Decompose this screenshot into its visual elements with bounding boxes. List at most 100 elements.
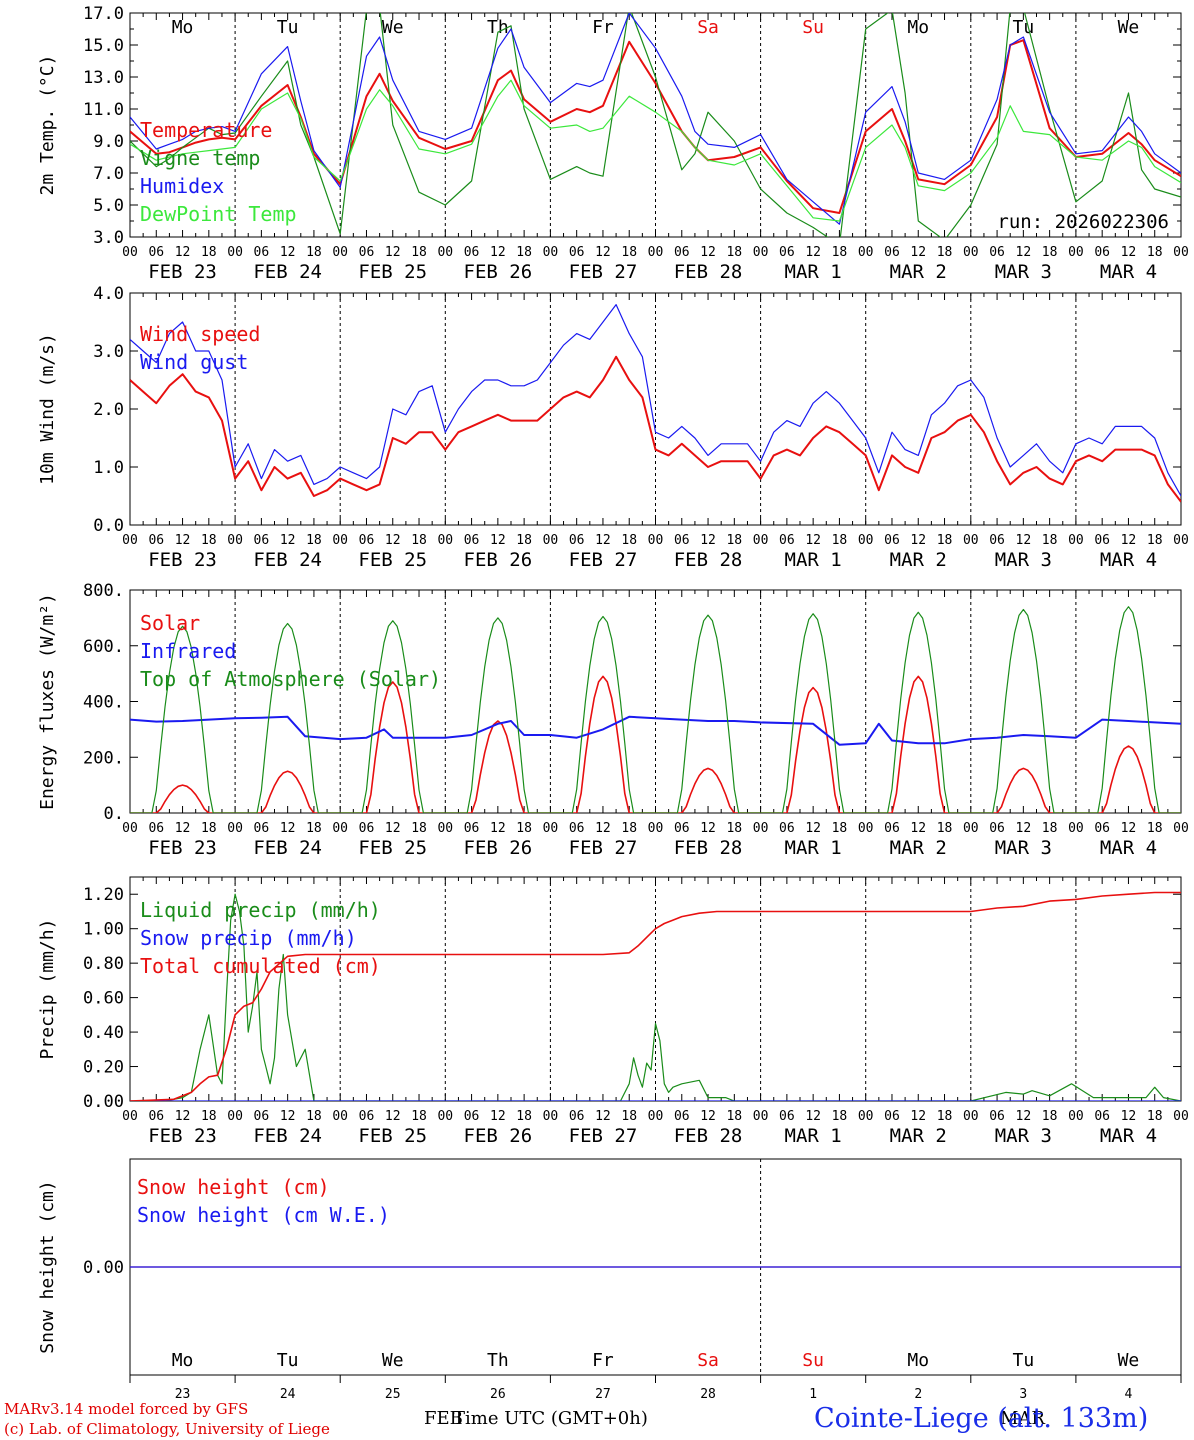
x-hour-label: 18 bbox=[201, 245, 217, 260]
x-hour-label: 18 bbox=[726, 1109, 742, 1124]
weekday-label: We bbox=[382, 17, 404, 38]
x-date-label: FEB 25 bbox=[358, 837, 427, 859]
x-hour-label: 12 bbox=[280, 245, 296, 260]
run-label: run: 2026022306 bbox=[997, 211, 1169, 233]
x-hour-label: 06 bbox=[884, 533, 900, 548]
weekday-label: Tu bbox=[277, 17, 299, 38]
x-hour-label: 18 bbox=[306, 821, 322, 836]
panel-temperature: 17.0 15.0 13.0 11.0 9.0 7.0 5.0 3.0 2m Temp. (°C… bbox=[37, 4, 1189, 283]
y-tick-label: 11.0 bbox=[83, 100, 124, 120]
x-hour-label: 00 bbox=[963, 245, 979, 260]
x-date-label: MAR 3 bbox=[995, 261, 1052, 283]
x-hour-label: 18 bbox=[411, 533, 427, 548]
x-date-label: MAR 4 bbox=[1100, 261, 1157, 283]
x-date-label: FEB 26 bbox=[464, 549, 533, 571]
x-hour-label: 06 bbox=[359, 1109, 375, 1124]
x-date-label: FEB 23 bbox=[148, 837, 217, 859]
x-hour-label: 00 bbox=[122, 245, 138, 260]
x-hour-label: 06 bbox=[989, 821, 1005, 836]
x-hour-label: 12 bbox=[1016, 533, 1032, 548]
x-hour-label: 00 bbox=[227, 245, 243, 260]
weekday-label: Fr bbox=[592, 17, 614, 38]
x-hour-label: 06 bbox=[569, 533, 585, 548]
x-hour-label: 06 bbox=[1094, 821, 1110, 836]
weekday-label: Sa bbox=[697, 1350, 719, 1371]
x-date-label: FEB 24 bbox=[253, 549, 322, 571]
weekday-label: Su bbox=[802, 1350, 824, 1371]
x-hour-label: 18 bbox=[1147, 821, 1163, 836]
x-hour-label: 18 bbox=[516, 821, 532, 836]
x-hour-label: 12 bbox=[805, 245, 821, 260]
series-group bbox=[130, 13, 1181, 237]
x-hour-label: 06 bbox=[464, 245, 480, 260]
y-tick-label: 200. bbox=[83, 748, 124, 768]
x-date-label: MAR 2 bbox=[890, 261, 947, 283]
x-hour-label: 00 bbox=[1068, 533, 1084, 548]
x-hour-label: 00 bbox=[753, 1109, 769, 1124]
x-hour-label: 06 bbox=[1094, 245, 1110, 260]
x-hour-label: 18 bbox=[1147, 533, 1163, 548]
x-hour-label: 00 bbox=[332, 245, 348, 260]
weekday-label: Tu bbox=[1013, 1350, 1035, 1371]
day-number-label: 2 bbox=[914, 1387, 922, 1402]
day-number-label: 24 bbox=[280, 1387, 296, 1402]
x-hour-label: 18 bbox=[201, 533, 217, 548]
y-tick-label: 3.0 bbox=[93, 228, 124, 248]
series-infrared bbox=[130, 715, 1181, 746]
legend-item: Humidex bbox=[140, 174, 224, 198]
x-date-label: FEB 28 bbox=[674, 1125, 743, 1147]
x-date-label: MAR 4 bbox=[1100, 1125, 1157, 1147]
x-hour-label: 00 bbox=[437, 821, 453, 836]
weekday-label: Mo bbox=[172, 1350, 194, 1371]
x-hour-label: 00 bbox=[122, 1109, 138, 1124]
x-date-label: MAR 3 bbox=[995, 549, 1052, 571]
y-tick-label: 1.00 bbox=[83, 920, 124, 940]
day-number-label: 4 bbox=[1125, 1387, 1133, 1402]
x-hour-label: 12 bbox=[1121, 533, 1137, 548]
x-hour-label: 00 bbox=[858, 1109, 874, 1124]
month-label-feb: FEB bbox=[424, 1408, 463, 1429]
x-hour-label: 00 bbox=[1173, 533, 1189, 548]
x-hour-label: 06 bbox=[779, 821, 795, 836]
x-hour-label: 06 bbox=[464, 1109, 480, 1124]
x-hour-label: 06 bbox=[779, 1109, 795, 1124]
x-hour-label: 06 bbox=[254, 1109, 270, 1124]
y-axis-label: Snow height (cm) bbox=[37, 1180, 58, 1353]
x-hour-label: 18 bbox=[726, 533, 742, 548]
x-date-label: FEB 28 bbox=[674, 549, 743, 571]
x-hour-label: 00 bbox=[858, 533, 874, 548]
x-hour-label: 00 bbox=[437, 533, 453, 548]
x-hour-label: 12 bbox=[490, 1109, 506, 1124]
x-hour-label: 06 bbox=[884, 245, 900, 260]
x-hour-label: 06 bbox=[569, 821, 585, 836]
legend-item: Wind gust bbox=[140, 350, 248, 374]
x-hour-label: 06 bbox=[148, 821, 164, 836]
x-hour-label: 00 bbox=[753, 821, 769, 836]
x-hour-label: 12 bbox=[175, 821, 191, 836]
weekday-label: Th bbox=[487, 17, 509, 38]
x-hour-label: 06 bbox=[884, 1109, 900, 1124]
legend-item: Liquid precip (mm/h) bbox=[140, 898, 381, 922]
y-axis-label: Energy fluxes (W/m²) bbox=[37, 593, 58, 810]
series-humidex bbox=[130, 13, 1181, 225]
x-hour-label: 18 bbox=[1147, 245, 1163, 260]
x-hour-label: 06 bbox=[148, 1109, 164, 1124]
weekday-label: Th bbox=[487, 1350, 509, 1371]
series-group bbox=[130, 891, 1181, 1101]
x-date-label: FEB 26 bbox=[464, 1125, 533, 1147]
model-credit: MARv3.14 model forced by GFS bbox=[4, 1400, 249, 1418]
x-hour-label: 12 bbox=[910, 1109, 926, 1124]
y-tick-label: 3.0 bbox=[93, 342, 124, 362]
y-tick-label: 13.0 bbox=[83, 68, 124, 88]
x-hour-label: 00 bbox=[543, 533, 559, 548]
x-hour-label: 00 bbox=[543, 245, 559, 260]
legend-item: Temperature bbox=[140, 118, 272, 142]
weekday-label: Fr bbox=[592, 1350, 614, 1371]
x-date-label: MAR 1 bbox=[785, 261, 842, 283]
x-hour-label: 06 bbox=[464, 821, 480, 836]
x-date-label: FEB 25 bbox=[358, 1125, 427, 1147]
y-tick-label: 0.60 bbox=[83, 989, 124, 1009]
x-date-label: MAR 2 bbox=[890, 1125, 947, 1147]
x-hour-label: 18 bbox=[516, 533, 532, 548]
x-hour-label: 18 bbox=[832, 1109, 848, 1124]
